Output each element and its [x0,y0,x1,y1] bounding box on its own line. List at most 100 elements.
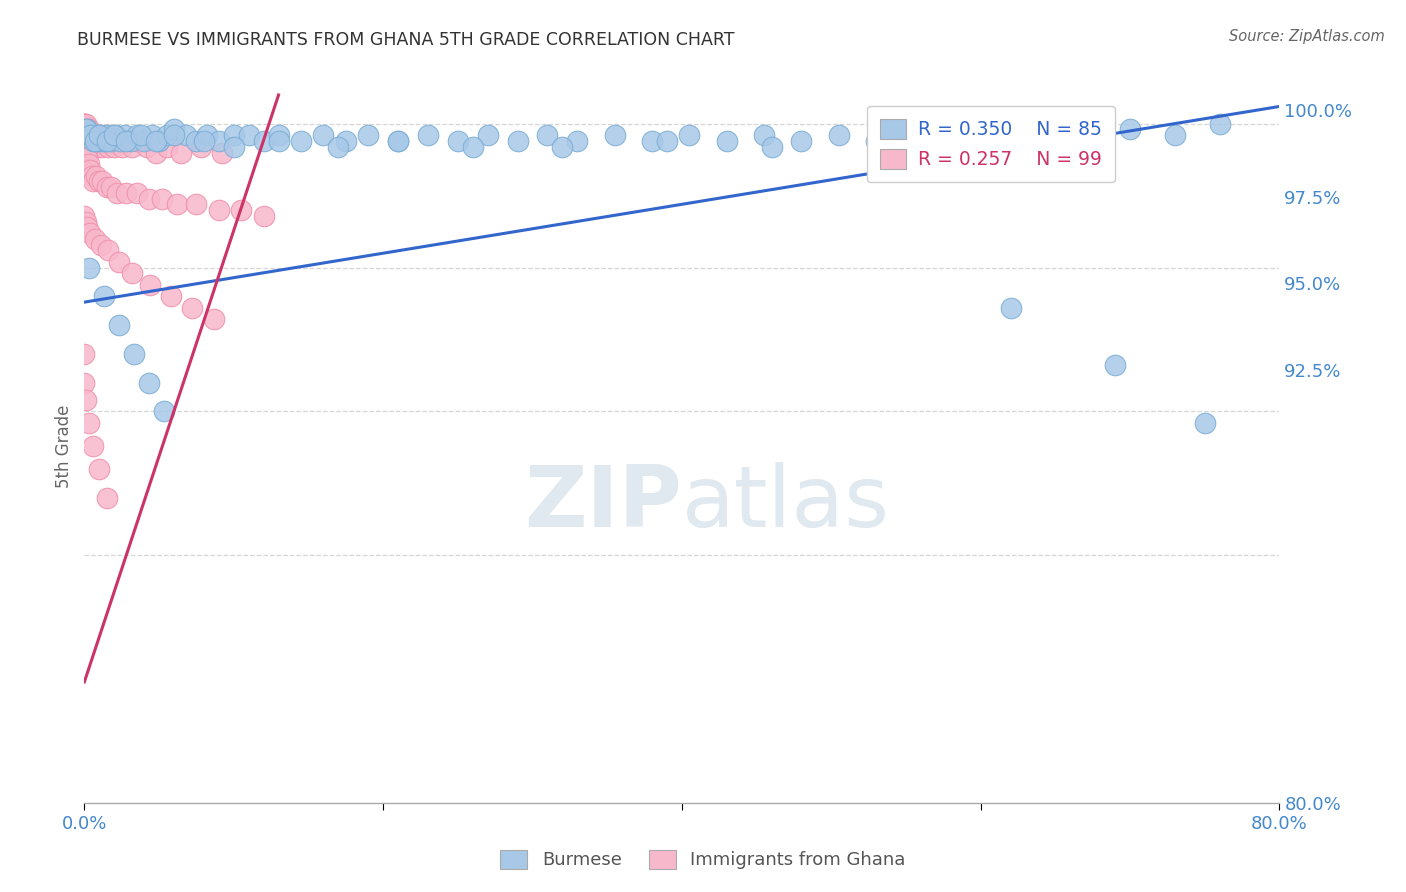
Point [80,140,103,154]
Point [83,232,105,246]
Point [1029,134,1052,148]
Point [73,117,96,131]
Point [89,462,111,476]
Point [80,169,103,183]
Point [267,134,290,148]
Point [335,134,357,148]
Point [125,186,148,200]
Point [86,134,108,148]
Y-axis label: 5th Grade: 5th Grade [55,404,73,488]
Point [90,134,112,148]
Point [75,140,97,154]
Point [186,134,208,148]
Point [76,122,98,136]
Point [93,134,115,148]
Point [655,134,678,148]
Point [129,128,152,143]
Point [1194,416,1216,430]
Point [79,226,101,240]
Point [96,128,118,143]
Point [91,174,114,188]
Point [93,289,115,303]
Point [357,128,380,143]
Point [181,301,204,315]
Point [238,128,260,143]
Point [75,134,97,148]
Point [75,145,97,160]
Point [91,140,114,154]
Point [984,128,1007,143]
Point [103,140,125,154]
Point [97,244,120,258]
Point [138,192,160,206]
Point [136,140,159,154]
Point [75,117,97,131]
Point [73,128,96,143]
Point [79,134,101,148]
Point [82,134,104,148]
Point [155,128,177,143]
Point [75,392,97,407]
Point [87,134,110,148]
Point [121,140,143,154]
Point [387,134,409,148]
Point [105,134,128,148]
Point [73,209,96,223]
Point [139,277,162,292]
Point [107,255,129,269]
Point [83,128,105,143]
Point [163,128,186,143]
Point [150,192,173,206]
Point [880,134,903,148]
Point [828,128,851,143]
Point [73,122,96,136]
Point [328,140,350,154]
Text: atlas: atlas [682,461,890,545]
Point [82,134,104,148]
Point [115,134,138,148]
Point [125,128,148,143]
Point [141,128,163,143]
Point [73,134,96,148]
Point [76,151,98,165]
Point [678,128,700,143]
Point [222,140,245,154]
Point [75,157,97,171]
Point [253,209,276,223]
Point [83,134,105,148]
Text: Source: ZipAtlas.com: Source: ZipAtlas.com [1229,29,1385,45]
Point [477,128,499,143]
Point [193,134,215,148]
Text: ZIP: ZIP [524,461,682,545]
Point [73,117,96,131]
Point [121,266,143,280]
Point [145,145,167,160]
Point [1074,128,1097,143]
Point [82,174,104,188]
Point [79,128,101,143]
Point [73,376,96,390]
Point [290,134,312,148]
Point [100,180,122,194]
Point [536,128,558,143]
Point [77,260,100,275]
Point [416,128,439,143]
Point [641,134,664,148]
Point [114,128,136,143]
Point [1164,128,1187,143]
Point [148,134,170,148]
Point [86,169,108,183]
Point [73,117,96,131]
Point [160,289,183,303]
Point [567,134,589,148]
Point [1000,301,1022,315]
Point [75,128,97,143]
Point [96,491,118,505]
Point [155,140,177,154]
Point [87,140,110,154]
Point [115,134,138,148]
Point [100,134,122,148]
Point [174,128,197,143]
Point [89,174,111,188]
Text: BURMESE VS IMMIGRANTS FROM GHANA 5TH GRADE CORRELATION CHART: BURMESE VS IMMIGRANTS FROM GHANA 5TH GRA… [77,31,735,49]
